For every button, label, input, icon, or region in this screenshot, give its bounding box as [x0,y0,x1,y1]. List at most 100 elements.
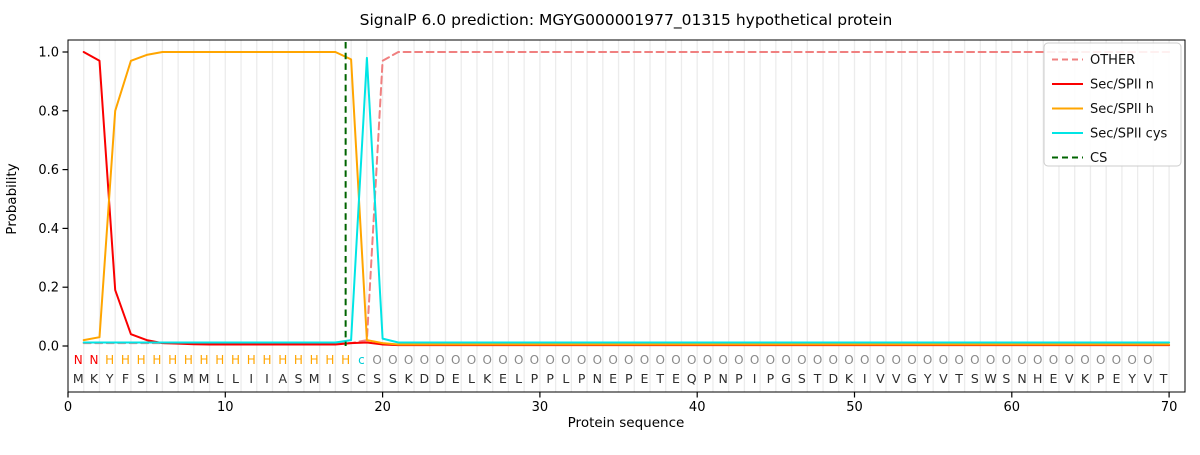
residue-letter: I [753,371,757,386]
residue-letter: D [828,371,838,386]
residue-letter: V [892,371,901,386]
residue-letter: K [483,371,492,386]
state-label: H [200,353,209,367]
residue-letter: I [265,371,269,386]
state-label: O [388,353,397,367]
series-line-sec-spii-n [82,51,1171,347]
residue-letter: F [122,371,129,386]
residue-letter: S [1002,371,1010,386]
state-label: N [74,353,83,367]
state-label: H [310,353,319,367]
state-label: O [420,353,429,367]
residue-letter: W [984,371,996,386]
state-label: O [498,353,507,367]
residue-letter: P [704,371,712,386]
residue-letter: S [971,371,979,386]
residue-letter: M [73,371,84,386]
residue-letter: K [845,371,854,386]
state-label: O [797,353,806,367]
state-label: O [829,353,838,367]
state-label: O [561,353,570,367]
residue-letter: P [546,371,554,386]
state-label: O [1002,353,1011,367]
residue-letter: G [907,371,917,386]
residue-letter: N [1017,371,1026,386]
state-label: O [624,353,633,367]
state-label: O [451,353,460,367]
state-label: O [577,353,586,367]
residue-letter: P [767,371,775,386]
residue-letter: K [404,371,413,386]
state-label: H [247,353,256,367]
state-label: O [404,353,413,367]
residue-letter: S [294,371,302,386]
state-label: O [891,353,900,367]
residue-letter: T [813,371,822,386]
state-label: O [372,353,381,367]
gridlines [83,40,1170,392]
residue-letter: S [169,371,177,386]
state-label: O [467,353,476,367]
legend-entry-other: OTHER [1090,53,1135,68]
series-line-other [82,51,1171,345]
residue-letter: I [863,371,867,386]
state-label: O [1033,353,1042,367]
legend: OTHER Sec/SPII n Sec/SPII h Sec/SPII cys CS [1043,42,1182,167]
x-tick-label: 60 [1004,400,1021,415]
residue-letter: T [954,371,963,386]
legend-box [1043,42,1182,167]
legend-entry-sec-spii-n: Sec/SPII n [1090,78,1154,93]
residue-letter: E [452,371,460,386]
x-tick-label: 30 [532,400,549,415]
state-label: O [640,353,649,367]
state-label: O [750,353,759,367]
state-label: O [687,353,696,367]
y-tick-label: 0.6 [38,163,59,178]
state-label: O [1112,353,1121,367]
residue-letter: Q [687,371,697,386]
residue-letter: H [1033,371,1042,386]
y-axis-label: Probability [4,163,20,234]
residue-letter: T [1159,371,1168,386]
residue-letter: Y [923,371,932,386]
residue-letter: D [435,371,445,386]
series-line-sec-spii-cys [82,56,1171,344]
residue-letter: T [655,371,664,386]
state-label: O [970,353,979,367]
residue-letter: P [625,371,633,386]
residue-letter: E [641,371,649,386]
residue-letter: E [672,371,680,386]
state-label: H [262,353,271,367]
residue-letter: K [1081,371,1090,386]
state-label: O [1080,353,1089,367]
residue-letter: V [1144,371,1153,386]
state-label: O [530,353,539,367]
residue-letter: S [389,371,397,386]
state-label: H [278,353,287,367]
residue-letter: E [1112,371,1120,386]
residue-letter: S [342,371,350,386]
state-label: O [1127,353,1136,367]
residue-letter: S [373,371,381,386]
x-tick-label: 10 [217,400,234,415]
y-tick-label: 1.0 [38,46,59,61]
state-label: O [703,353,712,367]
state-label: O [907,353,916,367]
state-label: O [1049,353,1058,367]
state-label: O [1017,353,1026,367]
state-label: O [1096,353,1105,367]
residue-letter: L [468,371,475,386]
state-label: O [608,353,617,367]
state-label: H [341,353,350,367]
chart-title: SignalP 6.0 prediction: MGYG000001977_01… [360,11,893,30]
y-tick-label: 0.2 [38,281,59,296]
residue-letter: E [609,371,617,386]
residue-letter: N [593,371,602,386]
residue-letter: D [419,371,429,386]
state-label: c [358,353,365,367]
state-label: O [656,353,665,367]
state-label: O [986,353,995,367]
residue-letter: M [309,371,320,386]
residue-letter: P [531,371,539,386]
